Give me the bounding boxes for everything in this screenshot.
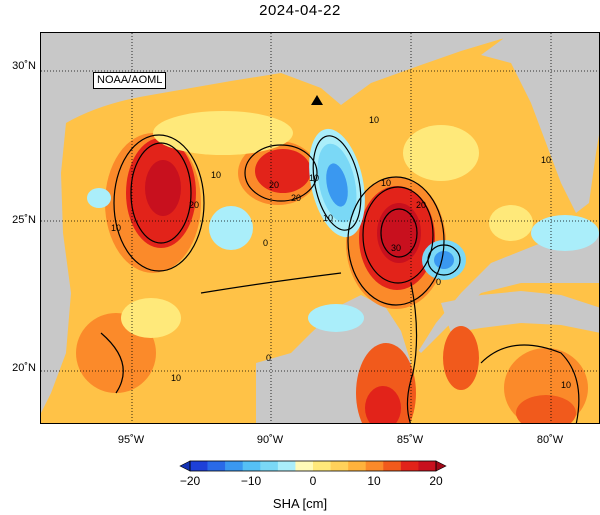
- contour-label: 10: [541, 155, 551, 165]
- contour-label: 0: [266, 353, 271, 363]
- colorbar-swatch: [277, 461, 296, 471]
- colorbar-border: [189, 460, 437, 472]
- colorbar-swatch: [225, 461, 244, 471]
- lat-label-25n: 25˚N: [12, 214, 36, 226]
- contour-label: 10: [171, 373, 181, 383]
- contour-label: 30: [391, 243, 401, 253]
- colorbar-under-arrow: [179, 460, 191, 472]
- lon-label-85w: 85˚W: [396, 434, 424, 446]
- lat-label-20n: 20˚N: [12, 362, 36, 374]
- lat-label-30n: 30˚N: [12, 60, 36, 72]
- cuba-land: [441, 291, 599, 333]
- colorbar-swatch: [348, 461, 367, 471]
- contour-label: 0: [263, 238, 268, 248]
- contour-label: 0: [436, 277, 441, 287]
- sha-map: 10 10 20 20 0 10 20 30 10 0 10 20 10 10 …: [41, 33, 599, 423]
- colorbar-tick-label: −10: [240, 474, 262, 488]
- contour-label: 20: [291, 193, 301, 203]
- colorbar-swatch: [242, 461, 261, 471]
- triangle-marker: [311, 95, 323, 105]
- contour-label: 10: [323, 213, 333, 223]
- florida-land: [481, 33, 599, 213]
- contour-label: 10: [561, 380, 571, 390]
- colorbar-swatch: [207, 461, 226, 471]
- graticule: [41, 33, 599, 423]
- colorbar-title: SHA [cm]: [272, 496, 328, 511]
- colorbar-swatch: [383, 461, 402, 471]
- colorbar-swatch: [365, 461, 384, 471]
- contour-label: 10: [381, 178, 391, 188]
- colorbar-swatch: [313, 461, 331, 471]
- colorbar-over-arrow: [435, 460, 447, 472]
- colorbar-swatch: [330, 461, 349, 471]
- contour-label: 20: [416, 200, 426, 210]
- colorbar-swatch: [418, 461, 437, 471]
- contour-lines: [100, 134, 580, 423]
- warm-eddies: [76, 133, 588, 423]
- lon-label-90w: 90˚W: [256, 434, 284, 446]
- colorbar-swatch: [190, 461, 208, 471]
- lon-label-80w: 80˚W: [536, 434, 564, 446]
- map-panel[interactable]: 10 10 20 20 0 10 20 30 10 0 10 20 10 10 …: [40, 32, 600, 424]
- map-title: 2024-04-22: [259, 2, 341, 19]
- colorbar-tick-label: 0: [309, 474, 317, 488]
- neutral-patches: [87, 111, 533, 338]
- lon-label-95w: 95˚W: [117, 434, 145, 446]
- colorbar-swatch: [400, 461, 419, 471]
- contour-label: 20: [269, 180, 279, 190]
- credit-label: NOAA/AOML: [93, 72, 167, 89]
- colorbar-swatch: [295, 461, 314, 471]
- colorbar-tick-label: 20: [429, 474, 443, 488]
- contour-label-group: 10 10 20 20 0 10 20 30 10 0 10 20 10 10 …: [111, 115, 571, 390]
- contour-label: 10: [309, 173, 319, 183]
- contour-label: 10: [111, 223, 121, 233]
- colorbar-tick-label: −20: [179, 474, 201, 488]
- colorbar-tick-label: 10: [367, 474, 381, 488]
- colorbar-swatch: [260, 461, 279, 471]
- colorbar-swatches: [190, 461, 437, 471]
- contour-label: 10: [369, 115, 379, 125]
- contour-label: 10: [211, 170, 221, 180]
- contour-label: 20: [189, 200, 199, 210]
